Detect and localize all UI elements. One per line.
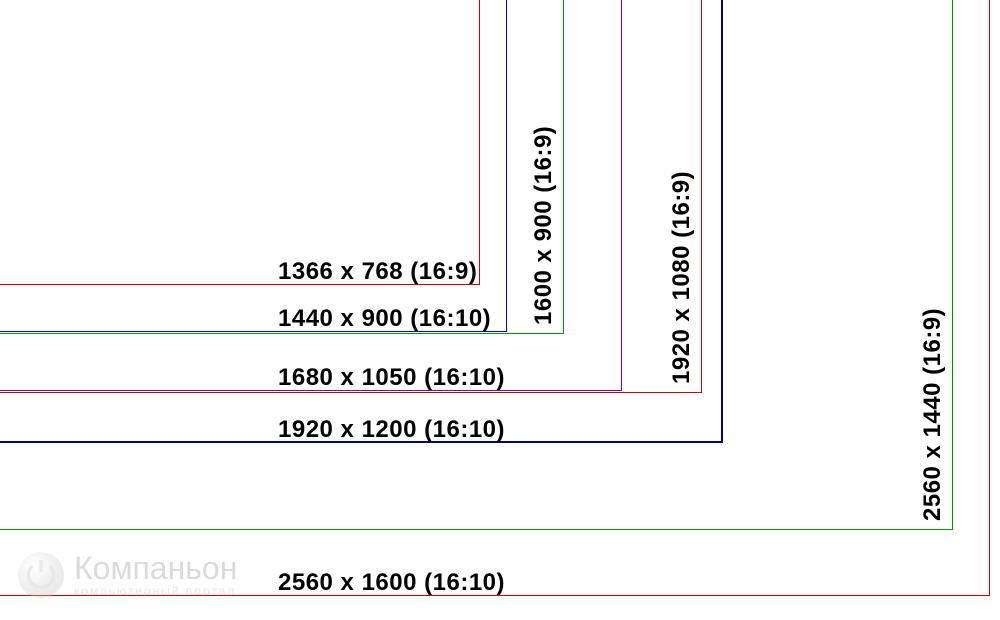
- watermark-title: Компаньон: [74, 552, 237, 584]
- power-icon: [18, 552, 64, 598]
- watermark-subtitle: компьютерный портал: [74, 584, 237, 598]
- label-1366x768: 1366 x 768 (16:9): [278, 258, 477, 286]
- watermark: Компаньон компьютерный портал: [18, 552, 237, 598]
- res-box-2560x1600: [0, 0, 990, 596]
- label-1600x900: 1600 x 900 (16:9): [530, 85, 558, 325]
- label-1920x1200: 1920 x 1200 (16:10): [278, 416, 505, 444]
- resolution-diagram: 1366 x 768 (16:9) 1440 x 900 (16:10) 168…: [0, 0, 1000, 620]
- label-1920x1080: 1920 x 1080 (16:9): [668, 144, 696, 384]
- label-2560x1440: 2560 x 1440 (16:9): [919, 281, 947, 521]
- label-2560x1600: 2560 x 1600 (16:10): [278, 569, 505, 597]
- label-1680x1050: 1680 x 1050 (16:10): [278, 364, 505, 392]
- label-1440x900: 1440 x 900 (16:10): [278, 305, 491, 333]
